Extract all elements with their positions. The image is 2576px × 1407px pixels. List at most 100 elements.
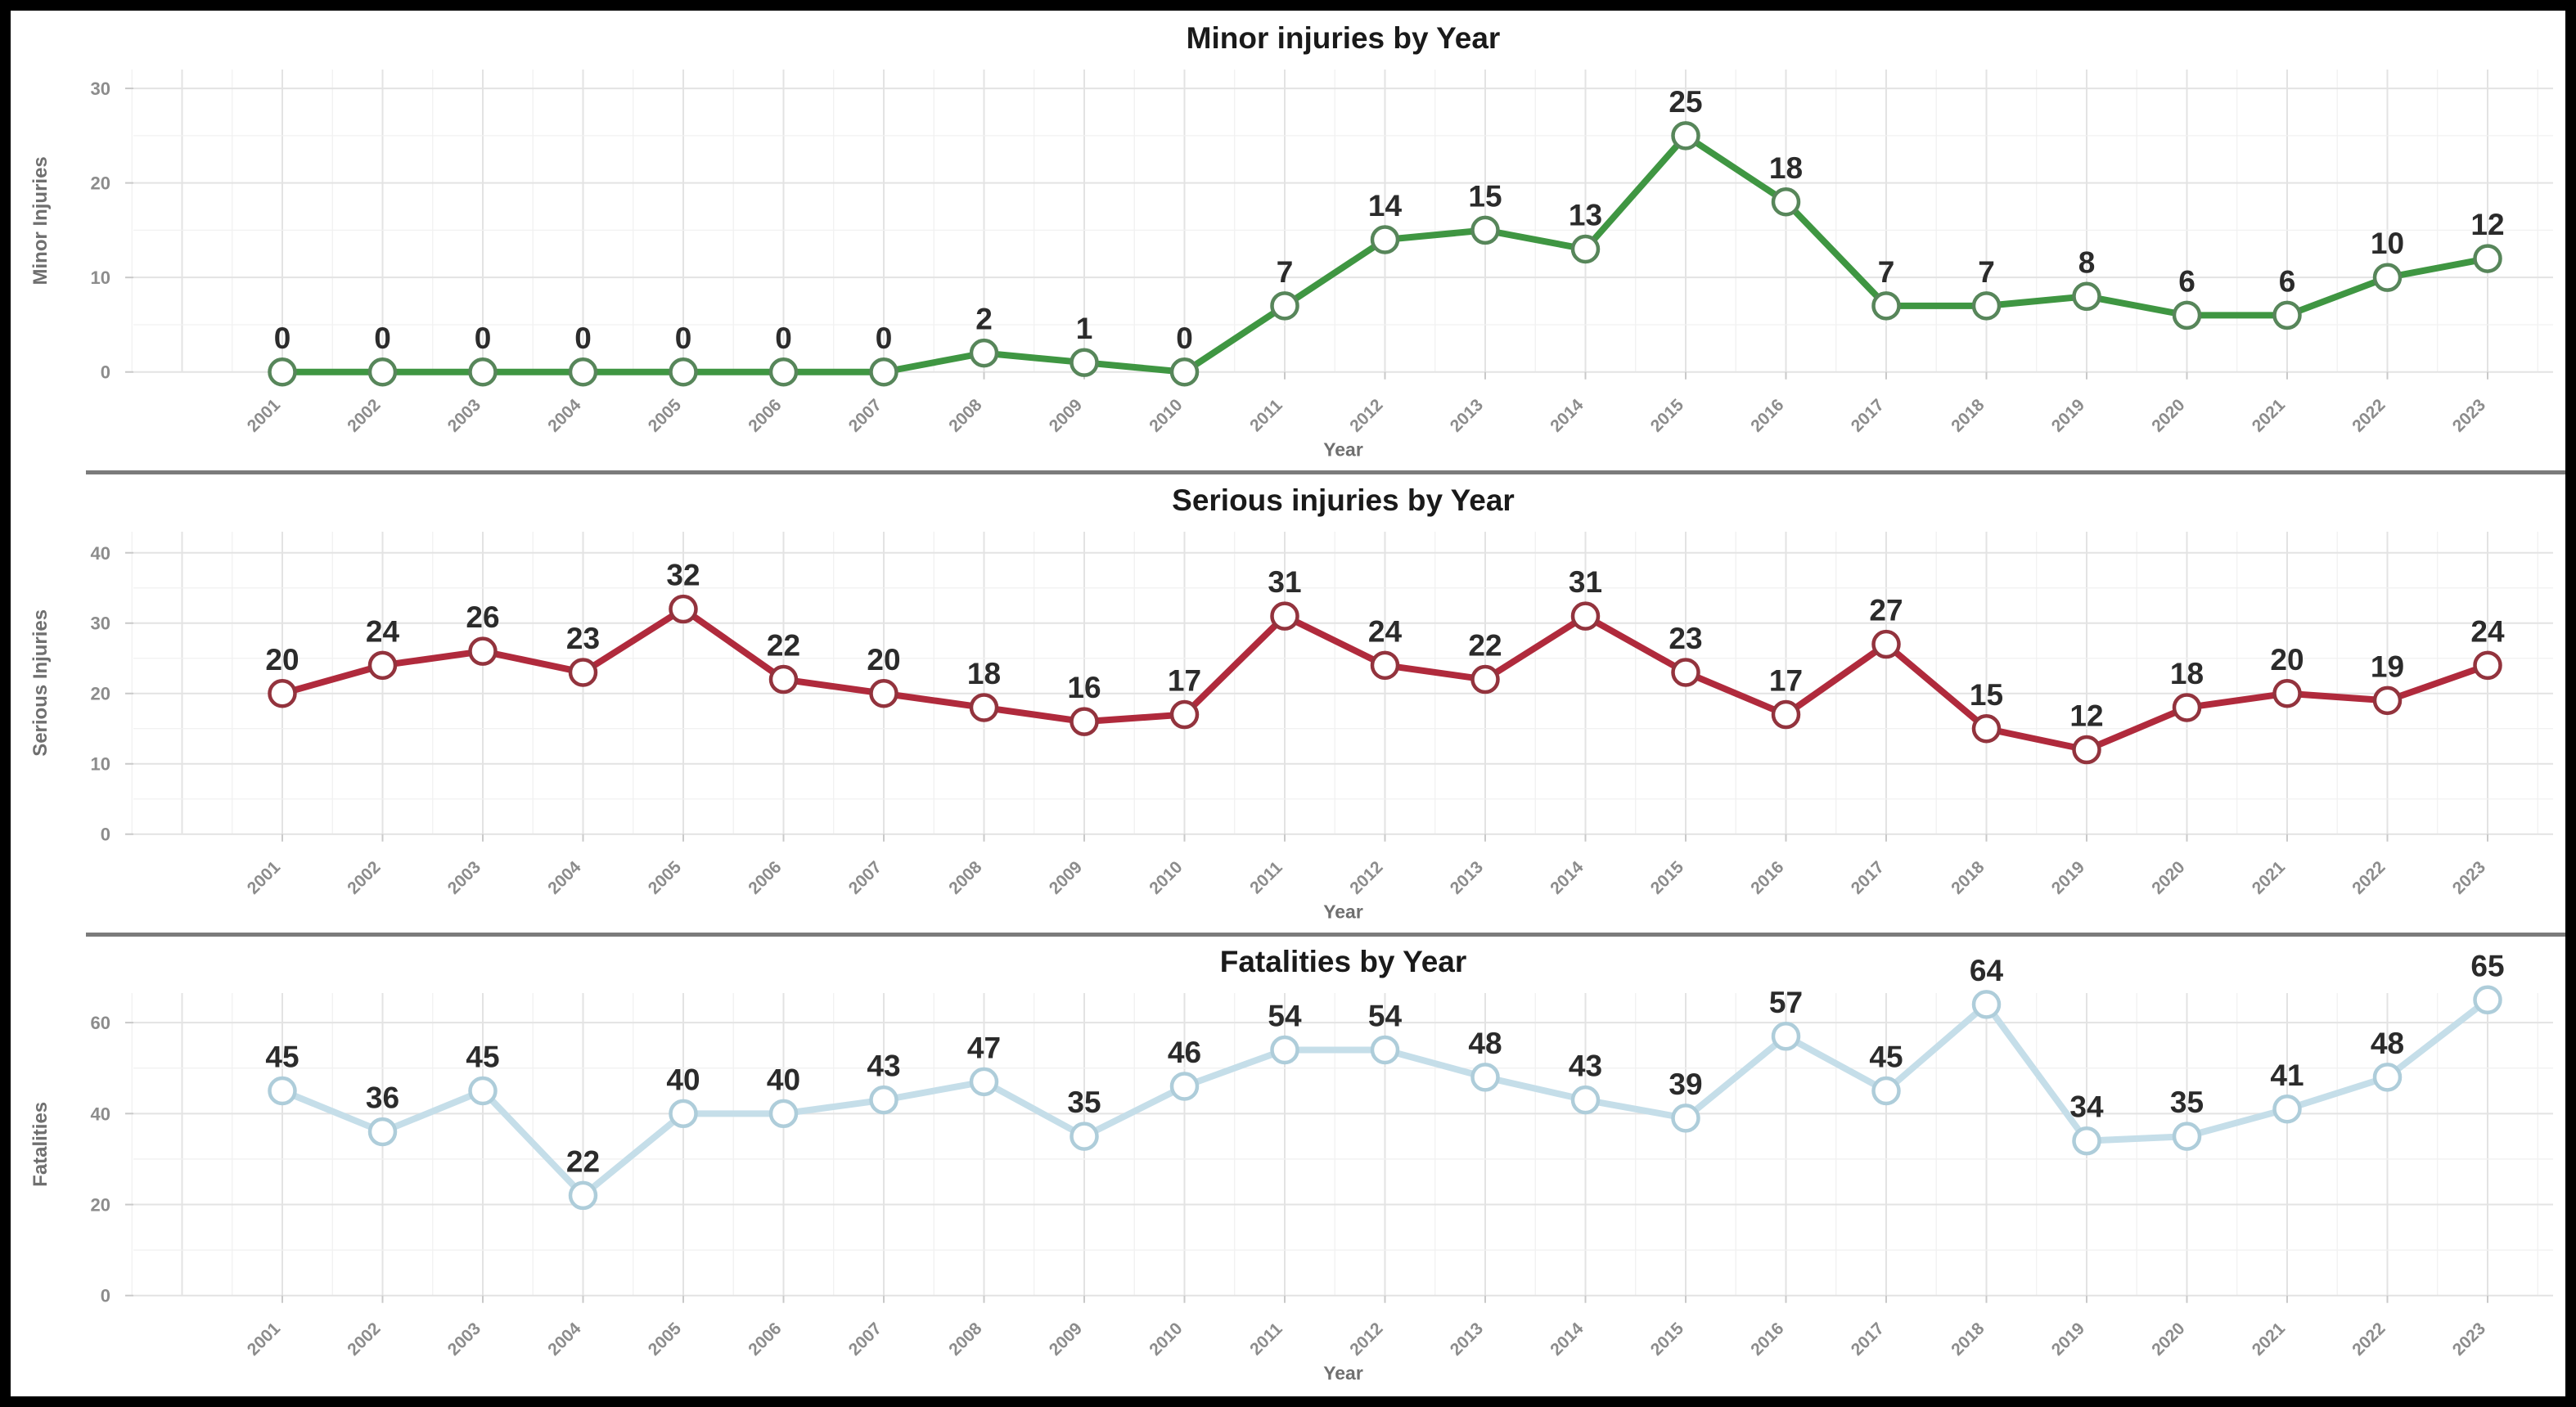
data-label: 16 [1067, 671, 1101, 704]
data-point-marker [1470, 215, 1500, 245]
data-point-marker [1971, 990, 2002, 1019]
data-label: 43 [867, 1050, 900, 1083]
data-point-marker [568, 1181, 598, 1211]
minor-injuries-panel: Minor injuries by Year Minor Injuries Year… [11, 11, 2565, 473]
x-tick-label: 2001 [244, 395, 285, 435]
data-point-marker [468, 1077, 498, 1106]
x-tick-label: 2014 [1547, 395, 1587, 435]
x-tick-label: 2011 [1246, 396, 1286, 436]
data-label: 45 [1869, 1041, 1903, 1074]
tick-marks [125, 1022, 2488, 1304]
data-label: 23 [566, 622, 600, 655]
data-label: 31 [1268, 565, 1301, 599]
data-point-marker [1070, 1122, 1099, 1152]
data-label: 7 [1978, 255, 1995, 289]
data-label: 0 [374, 321, 391, 355]
chart-title: Minor injuries by Year [1187, 21, 1501, 55]
y-tick-label: 20 [91, 683, 110, 704]
data-point-marker [1070, 707, 1099, 736]
serious-injuries-panel: Serious injuries by Year Serious Injuries… [11, 472, 2565, 935]
data-point-marker [1270, 601, 1299, 631]
data-label: 57 [1769, 986, 1803, 1019]
data-point-marker [1070, 348, 1099, 377]
data-point-marker [2473, 650, 2502, 680]
y-tick-label: 40 [91, 542, 110, 563]
data-point-marker [268, 357, 297, 387]
data-label: 1 [1076, 312, 1093, 345]
x-tick-label: 2003 [444, 395, 484, 435]
data-point-marker [1671, 657, 1700, 687]
y-tick-label: 30 [91, 79, 110, 99]
x-tick-label: 2008 [945, 857, 986, 897]
y-tick-label: 0 [101, 824, 110, 844]
data-label: 34 [2069, 1090, 2104, 1124]
data-point-marker [1671, 121, 1700, 151]
data-point-marker [1470, 1063, 1500, 1092]
x-tick-label: 2013 [1447, 857, 1487, 897]
x-tick-label: 2022 [2349, 395, 2389, 435]
data-point-marker [1771, 187, 1801, 217]
x-tick-label: 2017 [1848, 395, 1888, 435]
data-point-marker [969, 1067, 999, 1097]
chart-title: Serious injuries by Year [1172, 483, 1515, 517]
x-tick-label: 2007 [845, 395, 885, 435]
x-tick-label: 2010 [1146, 395, 1186, 435]
data-label: 10 [2371, 227, 2404, 260]
data-point-marker [1570, 1086, 1601, 1115]
data-label: 45 [466, 1041, 499, 1074]
data-point-marker [2272, 1095, 2302, 1124]
data-point-marker [1871, 291, 1901, 321]
x-tick-label: 2018 [1948, 1319, 1988, 1360]
x-tick-label: 2009 [1046, 857, 1086, 897]
x-tick-label: 2002 [344, 1319, 384, 1360]
data-point-marker [1169, 699, 1200, 729]
x-tick-label: 2016 [1747, 1319, 1787, 1360]
data-label: 7 [1277, 255, 1294, 289]
y-tick-label: 10 [91, 267, 110, 288]
x-tick-label: 2021 [2249, 857, 2290, 897]
data-point-marker [969, 338, 999, 368]
data-point-marker [2473, 985, 2502, 1015]
x-tick-label: 2006 [745, 1319, 785, 1360]
data-label: 0 [1176, 321, 1193, 355]
y-tick-label: 60 [91, 1013, 110, 1033]
tick-marks [125, 551, 2488, 842]
data-label: 0 [274, 321, 291, 355]
y-axis-label: Fatalities [29, 1102, 52, 1187]
gridlines [131, 531, 2553, 835]
x-tick-label: 2022 [2349, 857, 2389, 897]
data-label: 0 [775, 321, 792, 355]
data-label: 35 [2170, 1086, 2204, 1119]
data-point-marker [2072, 1126, 2101, 1156]
x-axis-label: Year [1323, 439, 1363, 461]
data-label: 6 [2178, 264, 2195, 298]
data-label: 27 [1869, 593, 1903, 627]
x-tick-label: 2006 [745, 857, 785, 897]
data-point-marker [2372, 1063, 2403, 1092]
data-point-marker [2072, 281, 2101, 312]
data-label: 26 [466, 600, 499, 634]
x-tick-label: 2014 [1547, 857, 1587, 897]
data-point-marker [367, 1117, 398, 1147]
x-tick-label: 2014 [1547, 1319, 1587, 1360]
x-tick-label: 2009 [1046, 1319, 1086, 1360]
x-tick-label: 2022 [2349, 1319, 2389, 1360]
data-point-marker [768, 357, 799, 387]
data-label: 12 [2069, 699, 2103, 732]
x-tick-label: 2001 [244, 857, 285, 897]
data-label: 48 [2371, 1027, 2404, 1060]
data-label: 24 [1368, 614, 1403, 648]
data-label: 13 [1569, 199, 1602, 232]
data-label: 39 [1669, 1068, 1702, 1101]
x-tick-label: 2012 [1346, 1319, 1386, 1360]
data-label: 17 [1168, 663, 1201, 697]
serious-injuries-chart: Serious injuries by Year Serious Injuries… [29, 483, 2553, 922]
data-point-marker [268, 678, 297, 708]
data-point-marker [1370, 1036, 1400, 1065]
data-point-marker [1971, 291, 2002, 321]
data-label: 64 [1970, 954, 2004, 987]
data-label: 24 [2470, 614, 2505, 648]
data-point-marker [2172, 692, 2202, 722]
data-label: 15 [1468, 179, 1502, 213]
